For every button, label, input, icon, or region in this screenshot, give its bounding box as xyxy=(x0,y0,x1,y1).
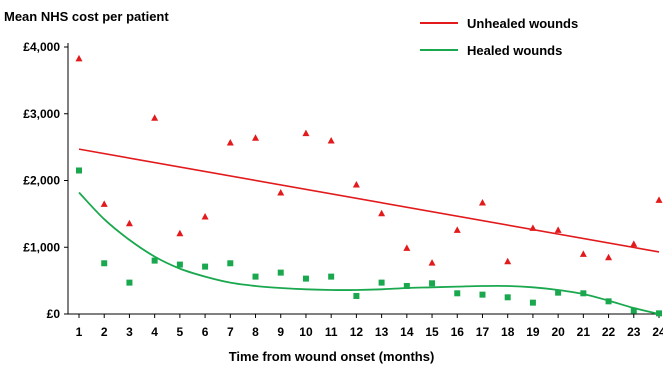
point-unhealed xyxy=(630,240,638,247)
point-unhealed xyxy=(125,219,133,227)
y-tick-label: £4,000 xyxy=(23,40,60,54)
x-tick-label: 15 xyxy=(425,325,439,339)
y-tick-label: £0 xyxy=(47,307,61,321)
point-healed xyxy=(378,279,385,286)
x-tick-label: 16 xyxy=(451,325,465,339)
point-healed xyxy=(202,263,209,270)
point-unhealed xyxy=(277,189,285,196)
x-tick-label: 19 xyxy=(526,325,540,339)
point-unhealed xyxy=(554,226,562,233)
point-healed xyxy=(76,167,82,174)
x-tick-labels: 1 2 3 4 5 6 7 8 9 10 11 12 13 14 15 16 17 18 19 20 21 22 23 24 xyxy=(76,325,663,339)
point-unhealed xyxy=(176,229,184,237)
y-axis-title: Mean NHS cost per patient xyxy=(4,9,169,24)
trend-line-unhealed xyxy=(78,148,660,253)
x-tick-label: 7 xyxy=(227,325,234,339)
x-tick-label: 3 xyxy=(126,325,133,339)
point-healed xyxy=(656,310,662,317)
point-unhealed xyxy=(151,114,159,121)
x-tick-label: 4 xyxy=(151,325,158,339)
legend-label-unhealed: Unhealed wounds xyxy=(467,15,579,31)
point-healed xyxy=(353,292,360,299)
trend-line-healed xyxy=(78,191,660,315)
x-tick-label: 20 xyxy=(551,325,565,339)
data-points xyxy=(75,54,663,317)
x-tick-label: 13 xyxy=(375,325,389,339)
point-healed xyxy=(580,290,587,297)
point-unhealed xyxy=(428,259,436,266)
point-unhealed xyxy=(252,134,260,141)
point-healed xyxy=(479,291,486,298)
point-unhealed xyxy=(201,213,209,220)
point-healed xyxy=(101,260,108,267)
x-tick-label: 11 xyxy=(325,325,338,339)
point-healed xyxy=(277,269,284,276)
point-unhealed xyxy=(478,199,486,206)
point-healed xyxy=(630,307,637,314)
trend-lines xyxy=(78,148,660,315)
point-healed xyxy=(151,257,158,264)
point-unhealed xyxy=(504,257,512,265)
point-unhealed xyxy=(453,226,461,233)
point-unhealed xyxy=(327,136,335,144)
point-healed xyxy=(126,279,133,286)
point-healed xyxy=(176,261,183,268)
x-tick-label: 22 xyxy=(602,325,616,339)
point-unhealed xyxy=(100,200,108,207)
x-tick-label: 17 xyxy=(476,325,490,339)
point-healed xyxy=(555,289,562,296)
x-axis-title: Time from wound onset (months) xyxy=(228,349,435,364)
point-healed xyxy=(605,298,612,305)
point-healed xyxy=(328,273,335,280)
point-unhealed xyxy=(605,253,613,261)
point-unhealed xyxy=(378,209,386,217)
y-tick-label: £2,000 xyxy=(23,174,60,188)
point-unhealed xyxy=(579,250,587,257)
point-healed xyxy=(454,290,461,297)
legend-line-healed xyxy=(420,49,458,51)
x-tick-label: 2 xyxy=(101,325,108,339)
x-tick-label: 6 xyxy=(202,325,209,339)
x-tick-label: 1 xyxy=(76,325,83,339)
x-tick-label: 18 xyxy=(501,325,515,339)
point-healed xyxy=(302,275,309,282)
axes xyxy=(64,43,660,318)
point-unhealed xyxy=(302,129,310,137)
x-tick-label: 14 xyxy=(400,325,414,339)
legend-line-unhealed xyxy=(420,22,458,24)
legend-label-healed: Healed wounds xyxy=(467,42,563,58)
point-unhealed xyxy=(529,224,537,231)
x-tick-label: 12 xyxy=(350,325,364,339)
legend: Unhealed wounds Healed wounds xyxy=(420,14,578,68)
x-tick-label: 24 xyxy=(652,325,663,339)
point-healed xyxy=(529,299,536,306)
point-healed xyxy=(429,280,436,287)
x-tick-label: 23 xyxy=(627,325,641,339)
y-tick-labels: £0 £1,000 £2,000 £3,000 £4,000 xyxy=(23,40,60,321)
x-tick-label: 21 xyxy=(577,325,591,339)
legend-item-healed: Healed wounds xyxy=(420,41,578,59)
x-tick-label: 10 xyxy=(299,325,313,339)
x-tick-label: 9 xyxy=(277,325,284,339)
y-tick-label: £1,000 xyxy=(23,240,60,254)
point-healed xyxy=(403,282,410,289)
point-healed xyxy=(504,294,511,301)
legend-item-unhealed: Unhealed wounds xyxy=(420,14,578,32)
point-healed xyxy=(227,260,234,267)
x-tick-label: 5 xyxy=(177,325,184,339)
point-unhealed xyxy=(75,54,83,62)
point-healed xyxy=(252,273,259,280)
point-unhealed xyxy=(403,244,411,251)
y-tick-label: £3,000 xyxy=(23,107,60,121)
point-unhealed xyxy=(655,196,663,203)
point-unhealed xyxy=(226,138,234,146)
x-tick-label: 8 xyxy=(252,325,259,339)
point-unhealed xyxy=(352,181,360,188)
